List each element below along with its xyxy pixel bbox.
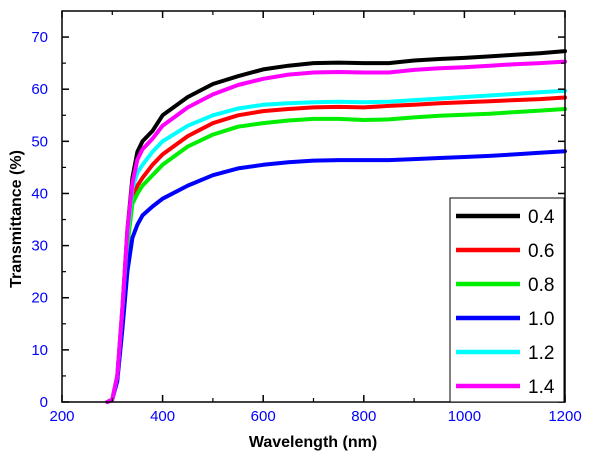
x-axis-title: Wavelength (nm): [249, 434, 377, 451]
y-tick-label: 10: [31, 342, 48, 359]
series-line-1.0: [105, 149, 567, 404]
y-tick-label: 70: [31, 29, 48, 46]
x-tick-label: 1000: [448, 408, 481, 425]
legend-label-0.6: 0.6: [528, 241, 554, 262]
x-tick-label: 800: [351, 408, 376, 425]
legend-label-1.2: 1.2: [528, 343, 554, 364]
x-tick-label: 400: [150, 408, 175, 425]
x-tick-label: 1200: [548, 408, 581, 425]
y-tick-label: 0: [40, 394, 48, 411]
legend: 0.4 0.6 0.8 1.0 1.2 1.4: [449, 197, 565, 403]
x-tick-label: 600: [251, 408, 276, 425]
x-tick-label: 200: [49, 408, 74, 425]
y-tick-label: 40: [31, 185, 48, 202]
y-tick-label: 20: [31, 290, 48, 307]
legend-label-0.8: 0.8: [528, 275, 554, 296]
tick-labels: 200 400 600 800 1000 1200 0 10 20 30 40 50 60 70: [31, 29, 581, 425]
series-layer: [105, 49, 567, 404]
y-axis-title: Transmittance (%): [8, 150, 25, 288]
legend-label-1.4: 1.4: [528, 377, 555, 398]
legend-items: 0.4 0.6 0.8 1.0 1.2 1.4: [456, 207, 555, 398]
series-line-1.4: [105, 59, 567, 404]
legend-box: [449, 197, 565, 403]
legend-label-1.0: 1.0: [528, 309, 554, 330]
y-tick-label: 30: [31, 238, 48, 255]
y-tick-label: 60: [31, 81, 48, 98]
ticks-layer: [61, 11, 566, 403]
y-tick-label: 50: [31, 133, 48, 150]
legend-label-0.4: 0.4: [528, 207, 555, 228]
